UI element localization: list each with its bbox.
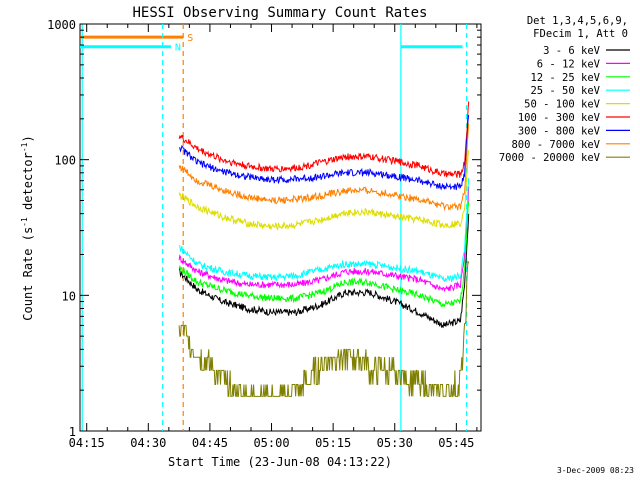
y-axis-label-main: Count Rate (s bbox=[21, 227, 35, 321]
x-tick-label-1: 04:30 bbox=[130, 436, 166, 450]
x-tick-label-4: 05:15 bbox=[315, 436, 351, 450]
series-line-0 bbox=[178, 213, 470, 329]
svg-text:Count Rate (s-1 detector-1): Count Rate (s-1 detector-1) bbox=[20, 135, 35, 320]
legend-label-1: 6 - 12 keV bbox=[537, 58, 601, 70]
series-line-5 bbox=[178, 101, 470, 178]
flag-label-0: S bbox=[187, 33, 193, 44]
y-axis-label-sup-2: -1 bbox=[20, 142, 29, 152]
flags-layer: SN bbox=[80, 33, 463, 54]
series-line-6 bbox=[179, 115, 470, 191]
series-line-1 bbox=[178, 186, 470, 293]
footer-timestamp: 3-Dec-2009 08:23 bbox=[557, 466, 634, 475]
x-tick-label-3: 05:00 bbox=[253, 436, 289, 450]
y-axis-ticks: 1 10 100 1000 bbox=[47, 18, 481, 439]
legend-label-6: 300 - 800 keV bbox=[518, 125, 601, 137]
x-axis-ticks: 04:15 04:30 04:45 05:00 05:15 05:30 05:45 bbox=[69, 24, 478, 450]
x-tick-label-2: 04:45 bbox=[192, 436, 228, 450]
legend-label-7: 800 - 7000 keV bbox=[511, 139, 600, 151]
legend-header-2: FDecim 1, Att 0 bbox=[533, 28, 628, 40]
x-tick-label-0: 04:15 bbox=[69, 436, 105, 450]
legend-label-5: 100 - 300 keV bbox=[518, 112, 601, 124]
series-line-8 bbox=[178, 261, 470, 397]
y-axis-label-sup-1: -1 bbox=[20, 217, 29, 227]
legend-label-3: 25 - 50 keV bbox=[530, 85, 600, 97]
y-axis-label-mid: detector bbox=[21, 152, 35, 217]
y-axis-label-end: ) bbox=[21, 135, 35, 142]
plot-frame bbox=[79, 23, 482, 432]
legend-label-4: 50 - 100 keV bbox=[524, 99, 601, 111]
plot-area: SN 04:15 04:30 04:45 05:00 05:15 05:30 05:45 1… bbox=[47, 18, 482, 450]
chart-title: HESSI Observing Summary Count Rates bbox=[132, 5, 427, 21]
x-axis-label: Start Time (23-Jun-08 04:13:22) bbox=[168, 455, 392, 469]
y-tick-label-0: 1 bbox=[69, 425, 76, 439]
legend-label-0: 3 - 6 keV bbox=[543, 45, 601, 57]
legend-label-2: 12 - 25 keV bbox=[530, 72, 600, 84]
series-layer bbox=[178, 101, 470, 397]
y-tick-label-2: 100 bbox=[54, 154, 76, 168]
flag-label-1: N bbox=[175, 43, 181, 54]
x-tick-label-5: 05:30 bbox=[377, 436, 413, 450]
vlines-layer bbox=[81, 24, 468, 431]
legend: Det 1,3,4,5,6,9, FDecim 1, Att 0 3 - 6 k… bbox=[499, 15, 630, 164]
y-tick-label-1: 10 bbox=[62, 289, 76, 303]
legend-header-1: Det 1,3,4,5,6,9, bbox=[527, 15, 628, 27]
series-line-3 bbox=[178, 178, 470, 283]
legend-label-8: 7000 - 20000 keV bbox=[499, 152, 601, 164]
series-line-4 bbox=[178, 150, 470, 231]
series-line-7 bbox=[178, 123, 470, 212]
y-axis-label: Count Rate (s-1 detector-1) bbox=[20, 135, 35, 320]
x-tick-label-6: 05:45 bbox=[438, 436, 474, 450]
y-tick-label-3: 1000 bbox=[47, 18, 76, 32]
series-line-2 bbox=[178, 201, 470, 308]
